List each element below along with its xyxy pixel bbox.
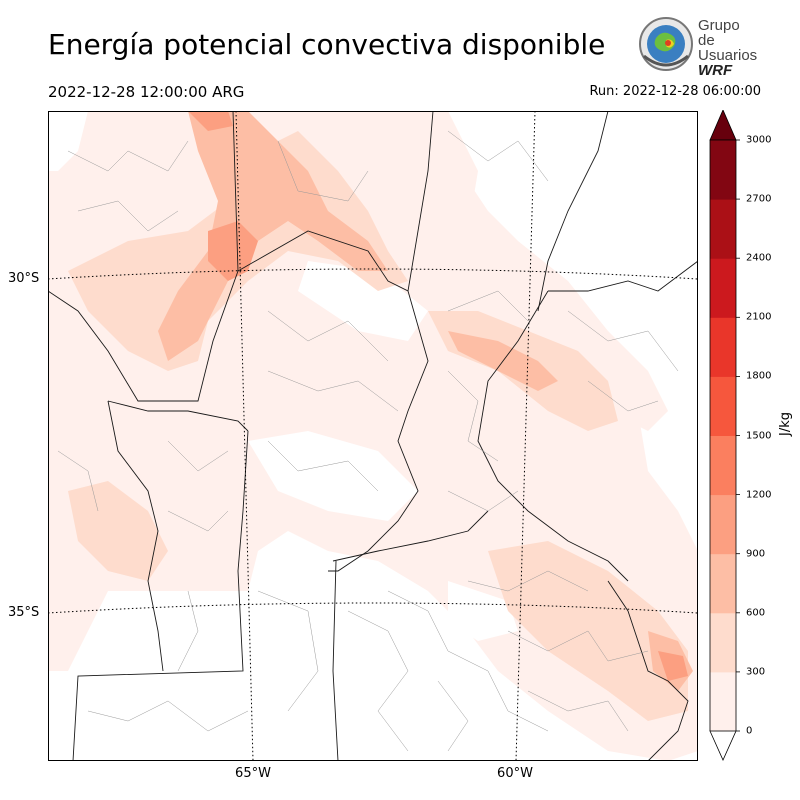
border-line-4 bbox=[428, 111, 609, 312]
colorbar-extend-max bbox=[709, 108, 737, 141]
cape-fill-layer bbox=[48, 111, 698, 761]
department-boundaries bbox=[57, 130, 679, 752]
colorbar-segment bbox=[710, 612, 736, 673]
colorbar-segment bbox=[710, 494, 736, 555]
lon-label-60w: 60°W bbox=[497, 766, 533, 781]
dept-line bbox=[87, 700, 249, 732]
cape-area-peak-southeast bbox=[658, 651, 688, 681]
colorbar-segment bbox=[710, 671, 736, 732]
dept-line bbox=[507, 630, 649, 662]
chart-title: Energía potencial convectiva disponible bbox=[48, 28, 606, 61]
dept-line bbox=[167, 510, 229, 532]
colorbar: 0 300 600 900 1200 1500 1800 2100 2400 2700 3000 bbox=[708, 108, 788, 765]
border-line-1 bbox=[48, 111, 239, 402]
colorbar-tick-label: 1200 bbox=[746, 489, 772, 501]
dept-line bbox=[67, 140, 189, 172]
colorbar-segment bbox=[710, 435, 736, 496]
colorbar-segment bbox=[710, 140, 736, 200]
colorbar-tick-label: 2400 bbox=[746, 252, 772, 264]
colorbar-bar bbox=[709, 108, 740, 761]
colorbar-tick-label: 1800 bbox=[746, 370, 772, 382]
border-line-6 bbox=[477, 290, 629, 582]
border-line-2 bbox=[237, 230, 429, 572]
logo-line2: Usuarios bbox=[698, 47, 758, 64]
colorbar-tick-label: 2700 bbox=[746, 193, 772, 205]
logo-line1: Grupo de bbox=[698, 17, 740, 49]
cape-area-peak-north bbox=[208, 221, 258, 281]
coastline bbox=[607, 580, 689, 761]
lon-label-65w: 65°W bbox=[235, 766, 271, 781]
dept-line bbox=[347, 610, 409, 752]
dept-line bbox=[447, 490, 519, 512]
graticule-lon-60w bbox=[515, 111, 536, 761]
colorbar-tick-label: 2100 bbox=[746, 311, 772, 323]
cape-clear-patch-1 bbox=[298, 261, 428, 341]
dept-line bbox=[447, 370, 499, 462]
dept-line bbox=[57, 450, 99, 512]
cape-map bbox=[48, 111, 698, 761]
border-line-5 bbox=[548, 260, 698, 292]
border-line-3 bbox=[407, 111, 434, 292]
colorbar-tick-label: 600 bbox=[746, 607, 766, 619]
colorbar-extend-min bbox=[709, 730, 737, 761]
graticule-lon-65w bbox=[235, 111, 254, 761]
map-frame bbox=[48, 111, 698, 761]
valid-time: 2022-12-28 12:00:00 ARG bbox=[48, 83, 245, 101]
province-boundaries bbox=[48, 111, 698, 761]
border-line-8 bbox=[107, 400, 164, 672]
graticule-lat-30s bbox=[48, 268, 698, 280]
colorbar-tick-label: 1500 bbox=[746, 430, 772, 441]
lat-label-30s: 30°S bbox=[8, 271, 40, 286]
logo-line3: WRF bbox=[698, 62, 733, 79]
colorbar-segment bbox=[710, 317, 736, 377]
cape-clear-patch-3 bbox=[448, 581, 518, 641]
graticule bbox=[48, 111, 698, 761]
colorbar-segment bbox=[710, 376, 736, 436]
border-line-9 bbox=[72, 430, 249, 761]
logo-text: Grupo de Usuarios WRF bbox=[698, 18, 758, 78]
graticule-lat-35s bbox=[48, 602, 698, 614]
dept-line bbox=[77, 200, 179, 232]
dept-line bbox=[567, 310, 679, 372]
cape-clear-patch-4 bbox=[48, 111, 88, 171]
cape-clear-patch-2 bbox=[248, 431, 418, 521]
colorbar-tick-label: 3000 bbox=[746, 134, 772, 146]
dept-line bbox=[167, 440, 229, 472]
dept-line bbox=[527, 690, 629, 732]
border-line-10 bbox=[332, 560, 339, 761]
dept-line bbox=[177, 590, 199, 672]
run-time: Run: 2022-12-28 06:00:00 bbox=[589, 84, 761, 99]
lat-label-35s: 35°S bbox=[8, 605, 40, 620]
cape-area-high-north bbox=[158, 111, 388, 361]
colorbar-segment bbox=[710, 553, 736, 614]
dept-line bbox=[277, 140, 369, 202]
dept-line bbox=[587, 380, 659, 412]
dept-line bbox=[387, 590, 549, 732]
colorbar-unit: J/kg bbox=[778, 412, 793, 436]
colorbar-tick-label: 900 bbox=[746, 548, 766, 560]
dept-line bbox=[267, 310, 389, 362]
border-line-7 bbox=[107, 400, 249, 432]
dept-line bbox=[257, 590, 319, 712]
border-line-11 bbox=[332, 510, 489, 562]
dept-line bbox=[267, 440, 379, 492]
dept-line bbox=[447, 130, 549, 182]
colorbar-segment bbox=[710, 258, 736, 318]
dept-line bbox=[467, 570, 589, 592]
globe-icon bbox=[639, 17, 693, 71]
dept-line bbox=[437, 680, 469, 752]
colorbar-tick-label: 0 bbox=[746, 725, 753, 737]
dept-line bbox=[267, 370, 399, 412]
colorbar-segment bbox=[710, 199, 736, 259]
wrf-logo: Grupo de Usuarios WRF bbox=[638, 16, 758, 78]
dept-line bbox=[447, 290, 529, 322]
cape-area-peak-top bbox=[188, 111, 233, 131]
cape-area-mid-west bbox=[68, 481, 168, 581]
colorbar-tick-label: 300 bbox=[746, 666, 766, 678]
cape-area-low-northeast bbox=[408, 111, 668, 431]
